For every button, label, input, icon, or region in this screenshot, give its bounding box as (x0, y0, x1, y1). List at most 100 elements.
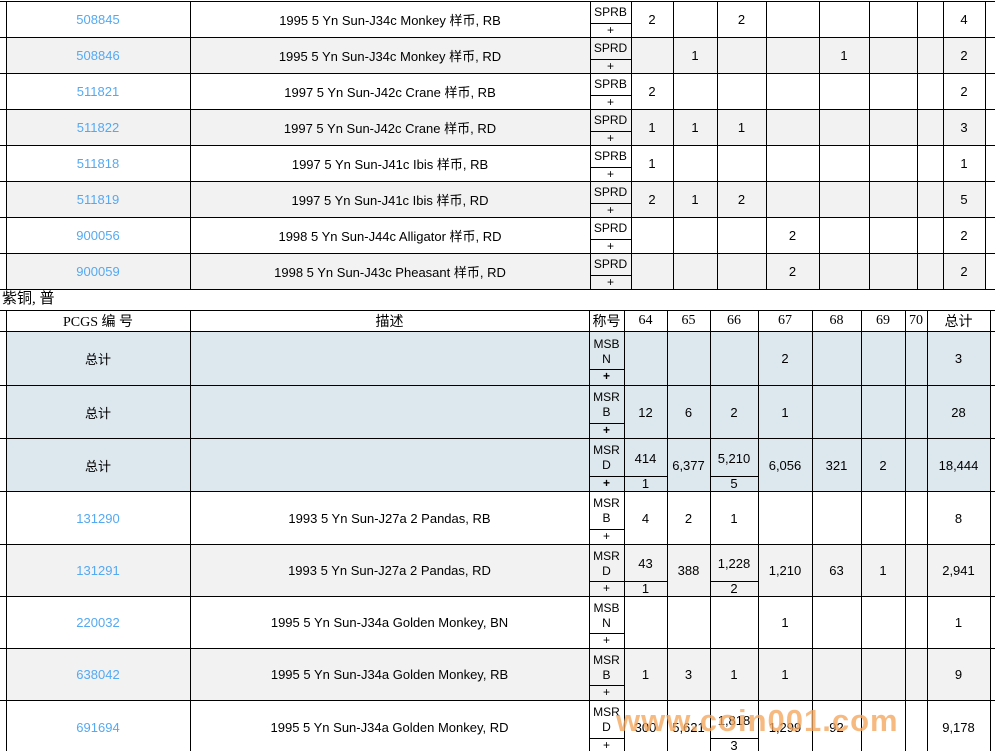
grade-count-cell (904, 544, 928, 597)
grade-count-value: 1 (840, 48, 848, 63)
pcgs-number-cell: 511821 (5, 73, 191, 110)
pcgs-number-link[interactable]: 131290 (76, 510, 120, 526)
grade-count-value: 1 (691, 120, 699, 135)
grade-count-cell: 1 (860, 544, 906, 597)
grade-count-cell: 1 (630, 109, 674, 146)
grade-count-value: 6 (684, 404, 693, 420)
grade-count-cell: 6,377 (666, 438, 711, 492)
designation-line: D (602, 458, 611, 472)
grade-count-cell: 5 (942, 181, 986, 218)
grade-count-cell (818, 1, 870, 38)
grade-count-value: 2 (960, 264, 968, 279)
grade-count-cell: 1 (757, 648, 813, 701)
designation-grade: MSB N (590, 598, 623, 634)
grade-count-cell (666, 331, 711, 386)
pcgs-number-link[interactable]: 638042 (76, 667, 120, 682)
total-label: 总计 (84, 352, 111, 367)
grade-count-cell (916, 37, 944, 74)
cut-off-column-cell (989, 310, 995, 332)
designation-cell: SPRB + (589, 145, 632, 182)
grade-count-cell (716, 73, 767, 110)
grade-count-cell: 300 (623, 700, 668, 751)
designation-line: B (602, 511, 611, 525)
grade-count-cell (904, 438, 928, 492)
grade-count-cell: 1 (716, 109, 767, 146)
cut-off-column-cell (989, 331, 995, 386)
pcgs-number-link[interactable]: 691694 (76, 719, 120, 735)
grade-count-cell: 321 (811, 438, 862, 492)
grade-count-cell: 1 (757, 385, 813, 439)
designation-plus: + (602, 475, 610, 490)
grade-count-cell: 1 (623, 648, 668, 701)
designation-line: MSR (593, 652, 620, 667)
grade-count-cell: 6,056 (757, 438, 813, 492)
grade-count-cell: 1 (672, 181, 718, 218)
cut-off-column-cell (984, 37, 995, 74)
pcgs-number-link[interactable]: 508845 (76, 12, 120, 27)
pcgs-number-link[interactable]: 511822 (76, 120, 120, 135)
section-label: 紫铜, 普 (2, 291, 55, 307)
description-cell (189, 385, 590, 439)
pcgs-number-link[interactable]: 220032 (76, 615, 120, 630)
pcgs-number-link[interactable]: 131291 (76, 563, 120, 578)
grade-count-value: 4 (960, 12, 968, 27)
grade-count-cell: 6 (666, 385, 711, 439)
designation-line: MSB (593, 600, 620, 615)
regular-coins-table-body: 总计 MSB N +2 3 总计 MSR B +12 6 2 1 28 总计 MSR D +414 1 6,377 5… (0, 331, 995, 751)
description-cell: 1998 5 Yn Sun-J44c Alligator 样币, RD (189, 217, 591, 254)
table-row: 511819 1997 5 Yn Sun-J41c Ibis 样币, RD SPRD… (0, 181, 995, 218)
pcgs-number-link[interactable]: 900056 (76, 228, 120, 243)
grade-count-cell (811, 648, 862, 701)
grade-count-cell: 1,228 2 (709, 544, 759, 597)
designation-line: MSR (593, 390, 620, 404)
designation-cell: MSR B + (588, 491, 625, 545)
grade-count-cell (672, 73, 718, 110)
description-cell: 1993 5 Yn Sun-J27a 2 Pandas, RD (189, 544, 590, 597)
grade-count-cell: 92 (811, 700, 862, 751)
grade-count-cell (904, 331, 928, 386)
grade-count-cell (709, 596, 759, 649)
table-row: 511822 1997 5 Yn Sun-J42c Crane 样币, RD SPR… (0, 109, 995, 146)
grade-count-cell (868, 253, 918, 290)
description-cell (189, 438, 590, 492)
grade-count-value: 18,444 (938, 457, 979, 473)
pcgs-number-link[interactable]: 511821 (76, 84, 120, 99)
grade-count-cell (868, 1, 918, 38)
grade-count-plus: 3 (730, 737, 738, 751)
grade-count-cell: 2 (630, 181, 674, 218)
designation-line: SPRB (594, 77, 627, 91)
grade-count-cell (868, 217, 918, 254)
designation-cell: SPRB + (589, 73, 632, 110)
grade-count-cell: 2 (765, 253, 820, 290)
grade-count-value: 2 (648, 84, 656, 99)
grade-count-cell: 28 (926, 385, 991, 439)
grade-count-cell (716, 145, 767, 182)
grade-count-cell (916, 109, 944, 146)
pcgs-number-cell: 总计 (5, 385, 191, 439)
pcgs-number-link[interactable]: 900059 (76, 264, 120, 279)
grade-count-cell (916, 73, 944, 110)
pcgs-number-link[interactable]: 508846 (76, 48, 120, 63)
grade-count-cell: 9 (926, 648, 991, 701)
grade-count-value: 5,621 (672, 719, 705, 735)
description-cell: 1995 5 Yn Sun-J34a Golden Monkey, RB (189, 648, 590, 701)
pcgs-number-link[interactable]: 511818 (76, 156, 120, 171)
description-cell (189, 331, 590, 386)
grade-count-cell (916, 217, 944, 254)
pcgs-number-cell: 508846 (5, 37, 191, 74)
sample-coins-table: 508845 1995 5 Yn Sun-J34c Monkey 样币, RB SP… (0, 1, 995, 290)
grade-count-cell: 1 (818, 37, 870, 74)
grade-count-cell: 8 (926, 491, 991, 545)
grade-count-value: 1 (781, 404, 789, 420)
pcgs-number-link[interactable]: 511819 (76, 192, 120, 207)
cut-off-column-cell (984, 145, 995, 182)
designation-line: B (602, 667, 611, 682)
pcgs-number-cell: 131291 (5, 544, 191, 597)
designation-plus: + (602, 369, 610, 383)
designation-line: MSR (593, 443, 620, 457)
grade-count-cell (709, 331, 759, 386)
grade-count-cell: 1 (630, 145, 674, 182)
cut-off-column-cell (989, 438, 995, 492)
column-header-总计: 总计 (926, 310, 991, 332)
grade-count-value: 63 (829, 563, 844, 578)
